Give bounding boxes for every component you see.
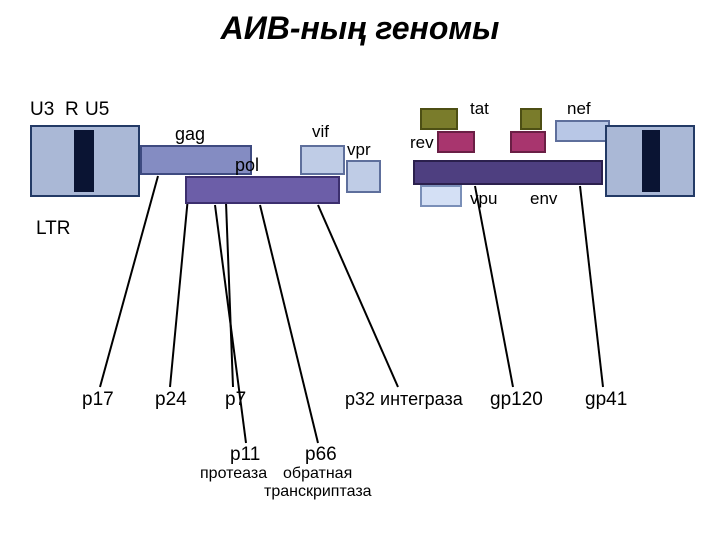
label-vif-l: vif bbox=[312, 123, 329, 142]
connector-lines bbox=[0, 0, 720, 540]
label-p66c: транскриптаза bbox=[264, 483, 372, 501]
label-vpu-l: vpu bbox=[470, 190, 497, 209]
gene-ltr5-r bbox=[74, 130, 94, 192]
gene-vpu bbox=[420, 185, 462, 207]
connector-4 bbox=[260, 205, 318, 443]
connector-2 bbox=[225, 176, 233, 387]
label-p24: p24 bbox=[155, 390, 187, 411]
label-env-l: env bbox=[530, 190, 557, 209]
gene-tat1 bbox=[420, 108, 458, 130]
connector-5 bbox=[318, 205, 398, 387]
connector-1 bbox=[170, 176, 190, 387]
label-p66b: обратная bbox=[283, 465, 352, 483]
label-p66: p66 bbox=[305, 445, 337, 466]
label-p11b: протеаза bbox=[200, 465, 267, 483]
label-r: R bbox=[65, 100, 79, 121]
label-gp41: gp41 bbox=[585, 390, 627, 411]
gene-tat2 bbox=[520, 108, 542, 130]
gene-ltr3-r bbox=[642, 130, 660, 192]
label-p7: p7 bbox=[225, 390, 246, 411]
label-gp120: gp120 bbox=[490, 390, 543, 411]
gene-vif bbox=[300, 145, 345, 175]
diagram-title: АИВ-ның геномы bbox=[0, 10, 720, 47]
gene-env bbox=[413, 160, 603, 185]
connector-7 bbox=[580, 186, 603, 387]
label-u5: U5 bbox=[85, 100, 109, 121]
label-vpr-l: vpr bbox=[347, 141, 371, 160]
gene-nef bbox=[555, 120, 610, 142]
label-p11: p11 bbox=[230, 445, 260, 466]
gene-vpr bbox=[346, 160, 381, 193]
gene-pol bbox=[185, 176, 340, 204]
label-p17: p17 bbox=[82, 390, 114, 411]
label-rev-l: rev bbox=[410, 134, 434, 153]
label-ltr-l: LTR bbox=[36, 219, 70, 240]
label-gag-l: gag bbox=[175, 125, 205, 145]
label-nef-l: nef bbox=[567, 100, 591, 119]
label-p32: p32 интеграза bbox=[345, 390, 463, 410]
label-tat-l: tat bbox=[470, 100, 489, 119]
connector-6 bbox=[475, 186, 513, 387]
connector-0 bbox=[100, 176, 158, 387]
gene-rev2 bbox=[510, 131, 546, 153]
gene-rev1 bbox=[437, 131, 475, 153]
label-u3: U3 bbox=[30, 100, 54, 121]
label-pol-l: pol bbox=[235, 156, 259, 176]
